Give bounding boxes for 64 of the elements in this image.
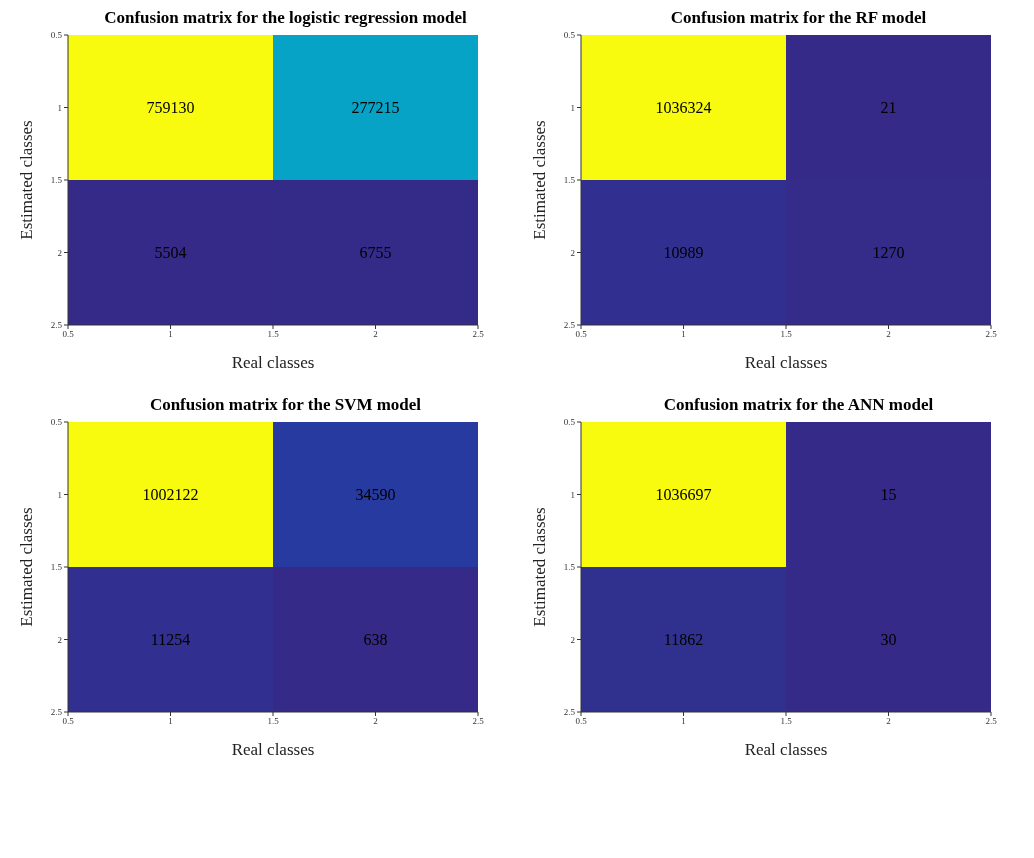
x-tick-label: 2.5 (472, 329, 485, 340)
y-tick-label: 1.5 (563, 175, 576, 186)
data-label: 638 (363, 631, 388, 649)
x-tick-label: 1.5 (780, 329, 793, 340)
data-label: 11862 (663, 631, 704, 649)
y-tick-label: 2.5 (563, 320, 576, 331)
x-tick-label: 1.5 (267, 329, 280, 340)
chart-title: Confusion matrix for the ANN model (662, 395, 935, 415)
chart-title: Confusion matrix for the RF model (669, 8, 928, 28)
y-tick-label: 1.5 (50, 562, 63, 573)
x-axis-title: Real classes (744, 740, 828, 759)
x-tick-label: 1 (168, 716, 173, 727)
data-label: 1036697 (655, 486, 712, 504)
data-label: 1036324 (655, 99, 712, 117)
y-tick-label: 2 (57, 634, 62, 645)
y-tick-label: 2 (570, 634, 575, 645)
data-label: 1270 (872, 244, 905, 262)
y-tick-label: 1.5 (563, 562, 576, 573)
data-label: 5504 (154, 244, 187, 262)
x-tick-label: 1 (681, 329, 686, 340)
y-tick-label: 1 (570, 489, 575, 500)
x-axis-title: Real classes (744, 353, 828, 372)
y-tick-label: 2.5 (563, 707, 576, 718)
x-tick-label: 2 (373, 716, 378, 727)
data-label: 1002122 (142, 486, 199, 504)
chart-title: Confusion matrix for the logistic regression model (103, 8, 468, 28)
chart-title: Confusion matrix for the SVM model (148, 395, 423, 415)
data-label: 277215 (351, 99, 400, 117)
y-tick-label: 1 (57, 102, 62, 113)
y-tick-label: 2 (57, 247, 62, 258)
y-tick-label: 2.5 (50, 707, 63, 718)
x-tick-label: 1 (168, 329, 173, 340)
data-label: 6755 (359, 244, 392, 262)
data-label: 21 (880, 99, 897, 117)
y-axis-title: Estimated classes (17, 120, 37, 240)
y-tick-label: 1 (57, 489, 62, 500)
data-label: 15 (880, 486, 897, 504)
y-axis-title: Estimated classes (530, 507, 550, 627)
x-tick-label: 1.5 (780, 716, 793, 727)
data-label: 11254 (150, 631, 191, 649)
x-axis-title: Real classes (231, 740, 315, 759)
y-tick-label: 0.5 (563, 30, 576, 41)
data-label: 10989 (663, 244, 704, 262)
x-tick-label: 2.5 (985, 329, 998, 340)
y-tick-label: 2 (570, 247, 575, 258)
x-tick-label: 2 (886, 716, 891, 727)
data-label: 759130 (146, 99, 195, 117)
x-tick-label: 1.5 (267, 716, 280, 727)
data-label: 30 (880, 631, 897, 649)
y-tick-label: 2.5 (50, 320, 63, 331)
y-axis-title: Estimated classes (530, 120, 550, 240)
y-tick-label: 1 (570, 102, 575, 113)
y-tick-label: 0.5 (50, 417, 63, 428)
x-tick-label: 2 (373, 329, 378, 340)
y-axis-title: Estimated classes (17, 507, 37, 627)
x-tick-label: 2.5 (985, 716, 998, 727)
x-axis-title: Real classes (231, 353, 315, 372)
x-tick-label: 2 (886, 329, 891, 340)
y-tick-label: 0.5 (563, 417, 576, 428)
x-tick-label: 2.5 (472, 716, 485, 727)
data-label: 34590 (355, 486, 396, 504)
x-tick-label: 1 (681, 716, 686, 727)
y-tick-label: 0.5 (50, 30, 63, 41)
y-tick-label: 1.5 (50, 175, 63, 186)
